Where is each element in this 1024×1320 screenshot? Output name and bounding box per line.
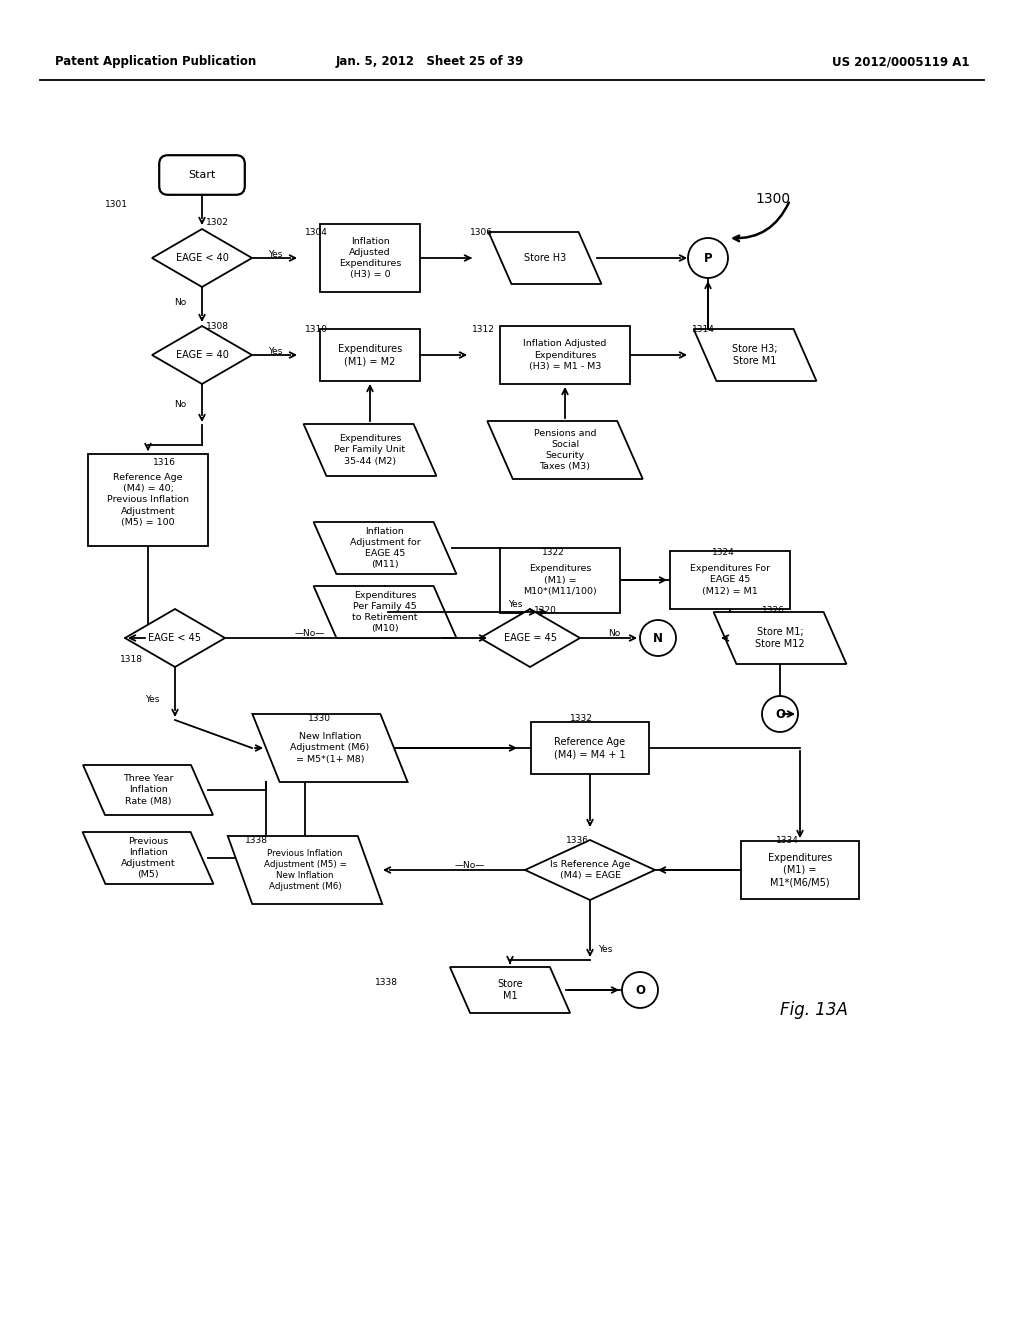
Text: Jan. 5, 2012   Sheet 25 of 39: Jan. 5, 2012 Sheet 25 of 39: [336, 55, 524, 69]
Text: Previous
Inflation
Adjustment
(M5): Previous Inflation Adjustment (M5): [121, 837, 175, 879]
Text: EAGE < 45: EAGE < 45: [148, 634, 202, 643]
FancyBboxPatch shape: [88, 454, 208, 546]
FancyBboxPatch shape: [319, 224, 420, 292]
Text: No: No: [174, 298, 186, 308]
Text: O: O: [775, 708, 785, 721]
FancyBboxPatch shape: [319, 329, 420, 381]
Text: 1312: 1312: [472, 325, 495, 334]
Text: Yes: Yes: [145, 696, 160, 704]
Polygon shape: [152, 228, 252, 286]
Text: 1300: 1300: [755, 191, 791, 206]
Text: —No—: —No—: [295, 630, 326, 638]
Text: EAGE < 40: EAGE < 40: [175, 253, 228, 263]
Text: Pensions and
Social
Security
Taxes (M3): Pensions and Social Security Taxes (M3): [534, 429, 596, 471]
FancyBboxPatch shape: [670, 550, 790, 609]
Text: 1314: 1314: [692, 325, 715, 334]
Polygon shape: [714, 612, 847, 664]
Text: Three Year
Inflation
Rate (M8): Three Year Inflation Rate (M8): [123, 775, 173, 805]
Text: 1310: 1310: [305, 325, 328, 334]
FancyBboxPatch shape: [500, 548, 620, 612]
Polygon shape: [152, 326, 252, 384]
Text: EAGE = 45: EAGE = 45: [504, 634, 556, 643]
Text: P: P: [703, 252, 713, 264]
Text: 1338: 1338: [245, 836, 268, 845]
Text: Previous Inflation
Adjustment (M5) =
New Inflation
Adjustment (M6): Previous Inflation Adjustment (M5) = New…: [263, 849, 346, 891]
Text: 1318: 1318: [120, 655, 143, 664]
Text: 1338: 1338: [375, 978, 398, 987]
Polygon shape: [450, 968, 570, 1012]
Polygon shape: [525, 840, 655, 900]
Circle shape: [762, 696, 798, 733]
Text: Inflation
Adjustment for
EAGE 45
(M11): Inflation Adjustment for EAGE 45 (M11): [349, 527, 421, 569]
Text: 1301: 1301: [105, 201, 128, 209]
FancyBboxPatch shape: [741, 841, 859, 899]
Text: 1336: 1336: [566, 836, 589, 845]
FancyBboxPatch shape: [500, 326, 630, 384]
Circle shape: [688, 238, 728, 279]
Polygon shape: [693, 329, 816, 381]
Text: No: No: [608, 630, 621, 638]
Text: Is Reference Age
(M4) = EAGE: Is Reference Age (M4) = EAGE: [550, 859, 630, 880]
Polygon shape: [252, 714, 408, 781]
Polygon shape: [125, 609, 225, 667]
Text: 1304: 1304: [305, 228, 328, 238]
Text: Yes: Yes: [268, 249, 283, 259]
Text: Yes: Yes: [508, 601, 522, 609]
Text: 1322: 1322: [542, 548, 565, 557]
Text: Expenditures
(M1) =
M10*(M11/100): Expenditures (M1) = M10*(M11/100): [523, 565, 597, 595]
Text: 1334: 1334: [776, 836, 799, 845]
Text: No: No: [174, 400, 186, 409]
Text: 1316: 1316: [153, 458, 176, 467]
Text: N: N: [653, 631, 663, 644]
Text: EAGE = 40: EAGE = 40: [175, 350, 228, 360]
Polygon shape: [83, 832, 213, 884]
Text: 1320: 1320: [534, 606, 557, 615]
Text: Yes: Yes: [598, 945, 612, 954]
Text: Store M1;
Store M12: Store M1; Store M12: [755, 627, 805, 649]
Text: New Inflation
Adjustment (M6)
= M5*(1+ M8): New Inflation Adjustment (M6) = M5*(1+ M…: [291, 733, 370, 763]
Polygon shape: [480, 609, 580, 667]
Polygon shape: [313, 586, 457, 638]
Text: US 2012/0005119 A1: US 2012/0005119 A1: [833, 55, 970, 69]
Text: Fig. 13A: Fig. 13A: [780, 1001, 848, 1019]
Text: Expenditures
(M1) =
M1*(M6/M5): Expenditures (M1) = M1*(M6/M5): [768, 853, 833, 887]
Text: Inflation Adjusted
Expenditures
(H3) = M1 - M3: Inflation Adjusted Expenditures (H3) = M…: [523, 339, 606, 371]
Polygon shape: [303, 424, 436, 477]
Text: 1330: 1330: [308, 714, 331, 723]
Polygon shape: [313, 521, 457, 574]
Text: Reference Age
(M4) = M4 + 1: Reference Age (M4) = M4 + 1: [554, 737, 626, 759]
Text: 1326: 1326: [762, 606, 784, 615]
Text: Yes: Yes: [268, 347, 283, 356]
Polygon shape: [227, 836, 382, 904]
Polygon shape: [83, 766, 213, 814]
Text: Store
M1: Store M1: [498, 979, 523, 1001]
FancyBboxPatch shape: [159, 156, 245, 195]
Text: 1308: 1308: [206, 322, 229, 331]
Text: Store H3: Store H3: [524, 253, 566, 263]
Text: 1302: 1302: [206, 218, 229, 227]
Polygon shape: [487, 421, 643, 479]
Text: 1306: 1306: [470, 228, 493, 238]
Polygon shape: [488, 232, 601, 284]
Text: Patent Application Publication: Patent Application Publication: [55, 55, 256, 69]
FancyBboxPatch shape: [531, 722, 649, 774]
Text: Reference Age
(M4) = 40;
Previous Inflation
Adjustment
(M5) = 100: Reference Age (M4) = 40; Previous Inflat…: [106, 474, 189, 527]
Text: —No—: —No—: [455, 861, 485, 870]
Text: O: O: [635, 983, 645, 997]
Text: Inflation
Adjusted
Expenditures
(H3) = 0: Inflation Adjusted Expenditures (H3) = 0: [339, 236, 401, 279]
Text: Expenditures
Per Family 45
to Retirement
(M10): Expenditures Per Family 45 to Retirement…: [352, 591, 418, 634]
Text: 1324: 1324: [712, 548, 735, 557]
Text: Store H3;
Store M1: Store H3; Store M1: [732, 343, 778, 366]
Text: 1332: 1332: [570, 714, 593, 723]
Text: Expenditures
Per Family Unit
35-44 (M2): Expenditures Per Family Unit 35-44 (M2): [335, 434, 406, 466]
Circle shape: [622, 972, 658, 1008]
Text: Expenditures For
EAGE 45
(M12) = M1: Expenditures For EAGE 45 (M12) = M1: [690, 565, 770, 595]
Text: Start: Start: [188, 170, 216, 180]
Text: Expenditures
(M1) = M2: Expenditures (M1) = M2: [338, 343, 402, 366]
Circle shape: [640, 620, 676, 656]
